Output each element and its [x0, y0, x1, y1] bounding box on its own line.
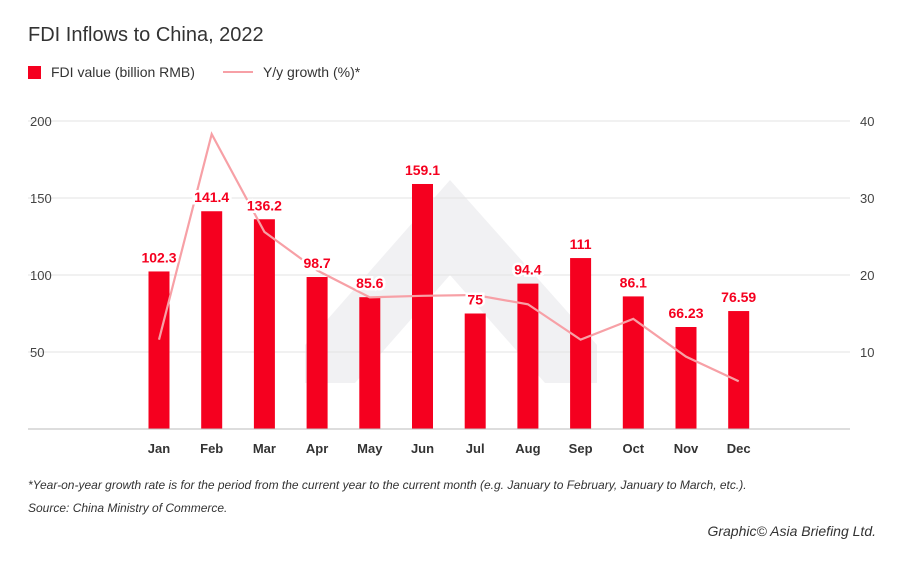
data-label: 94.4 — [514, 262, 541, 278]
x-tick-label: Mar — [253, 441, 276, 456]
data-label: 86.1 — [620, 274, 647, 290]
x-tick-label: Oct — [622, 441, 644, 456]
x-tick-label: Dec — [727, 441, 751, 456]
right-tick-label: 30 — [860, 191, 874, 206]
bar-jul — [464, 313, 486, 429]
bar-oct — [622, 296, 644, 429]
bar-jun — [412, 183, 433, 429]
legend-bar-swatch — [28, 65, 41, 79]
x-tick-label: Nov — [674, 441, 699, 456]
bar-mar — [253, 219, 275, 429]
x-tick-label: Aug — [515, 441, 540, 456]
bar-may — [359, 297, 381, 429]
x-tick-label: Feb — [200, 441, 223, 456]
x-tick-label: Jan — [148, 441, 170, 456]
chart-title: FDI Inflows to China, 2022 — [28, 24, 264, 46]
bar-apr — [306, 277, 328, 429]
left-tick-label: 200 — [30, 114, 52, 129]
footnote: *Year-on-year growth rate is for the per… — [28, 478, 747, 492]
legend-bar-label: FDI value (billion RMB) — [51, 64, 195, 80]
right-tick-label: 10 — [860, 345, 874, 360]
legend-line-label: Y/y growth (%)* — [262, 64, 361, 80]
bar-dec — [728, 311, 750, 429]
data-label: 159.1 — [405, 162, 440, 178]
data-label: 75 — [467, 292, 483, 308]
data-label: 102.3 — [141, 249, 176, 265]
legend: FDI value (billion RMB) Y/y growth (%)* — [28, 64, 360, 80]
x-tick-label: Jun — [411, 441, 434, 456]
right-tick-label: 20 — [860, 268, 874, 283]
bar-aug — [517, 283, 539, 429]
right-tick-label: 40 — [860, 114, 874, 129]
bar-nov — [675, 327, 697, 429]
left-tick-label: 150 — [30, 191, 52, 206]
data-label: 136.2 — [247, 197, 282, 213]
data-label: 76.59 — [721, 289, 756, 305]
data-label: 111 — [570, 236, 592, 252]
x-tick-label: May — [357, 441, 383, 456]
x-tick-label: Sep — [569, 441, 593, 456]
left-tick-label: 50 — [30, 345, 44, 360]
bar-jan — [148, 271, 170, 429]
bar-feb — [201, 211, 223, 429]
data-label: 85.6 — [356, 275, 383, 291]
bar-sep — [570, 258, 592, 429]
data-label: 98.7 — [303, 255, 330, 271]
data-label: 141.4 — [194, 189, 229, 205]
data-label: 66.23 — [668, 305, 703, 321]
credit: Graphic© Asia Briefing Ltd. — [707, 523, 876, 539]
watermark-logo — [305, 180, 597, 383]
left-tick-label: 100 — [30, 268, 52, 283]
growth-line — [157, 131, 740, 383]
legend-line-swatch — [222, 71, 253, 73]
x-tick-label: Jul — [466, 441, 485, 456]
source-note: Source: China Ministry of Commerce. — [28, 501, 228, 515]
x-tick-label: Apr — [306, 441, 328, 456]
